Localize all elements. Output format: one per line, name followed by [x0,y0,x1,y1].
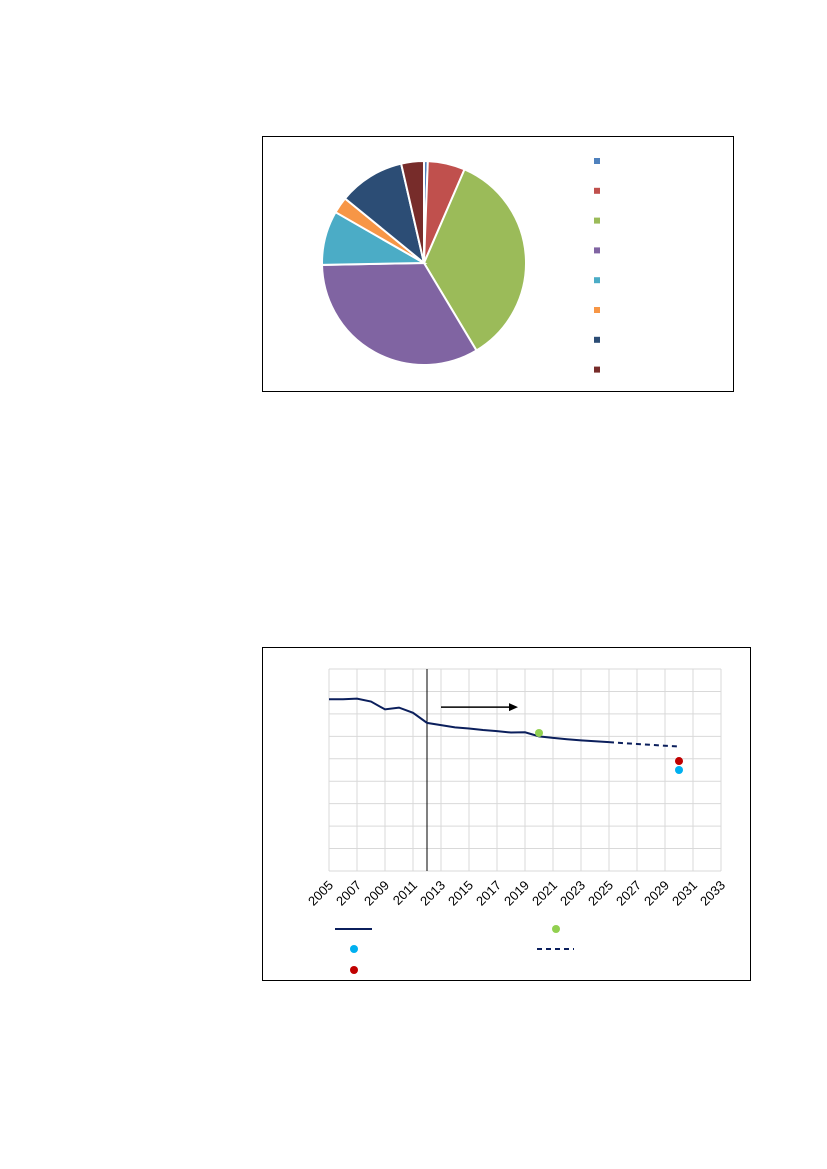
legend-swatch-7 [594,336,600,343]
legend [335,925,574,974]
pie-chart-frame [262,136,734,392]
x-tick-label: 2005 [305,878,336,909]
x-tick-label: 2011 [390,878,420,908]
x-tick-label: 2023 [557,878,588,909]
x-tick-label: 2017 [473,878,504,909]
legend-swatch-8 [594,366,600,373]
series-line-2 [608,741,680,748]
x-tick-label: 2033 [697,878,728,909]
x-tick-label: 2019 [501,878,532,909]
x-tick-label: 2021 [529,878,560,909]
legend-swatch-4 [594,247,600,254]
line-chart-frame: 2005 2007 2009 2011 2013 2015 2017 2019 2021 2023… [262,647,751,981]
data-point-2 [675,766,683,774]
legend-swatch-5 [594,277,600,284]
legend-swatch-3 [594,217,600,224]
arrow-head [509,703,518,712]
legend-swatch-1 [594,158,600,164]
grid [328,668,722,872]
data-point-1 [535,728,543,737]
x-tick-label: 2031 [669,878,700,909]
x-tick-label: 2013 [417,878,448,909]
legend-swatch-6 [594,307,600,313]
pie-chart [320,158,600,373]
series-line-1 [329,697,610,744]
x-tick-label: 2025 [585,878,616,909]
pie-slice-4 [320,261,478,366]
x-tick-label: 2015 [445,878,476,909]
x-tick-label: 2009 [361,878,392,909]
pie-slice-8 [399,159,425,264]
data-point-3 [675,757,683,766]
x-tick-label: 2029 [641,878,672,909]
x-tick-label: 2007 [333,878,364,909]
legend-point-1 [552,925,560,933]
legend-point-2 [350,945,358,953]
line-chart: 2005200720092011201320152017201920212023… [305,668,728,974]
legend-point-3 [350,966,358,974]
x-tick-label: 2027 [613,878,644,909]
legend-swatch-2 [594,187,600,194]
